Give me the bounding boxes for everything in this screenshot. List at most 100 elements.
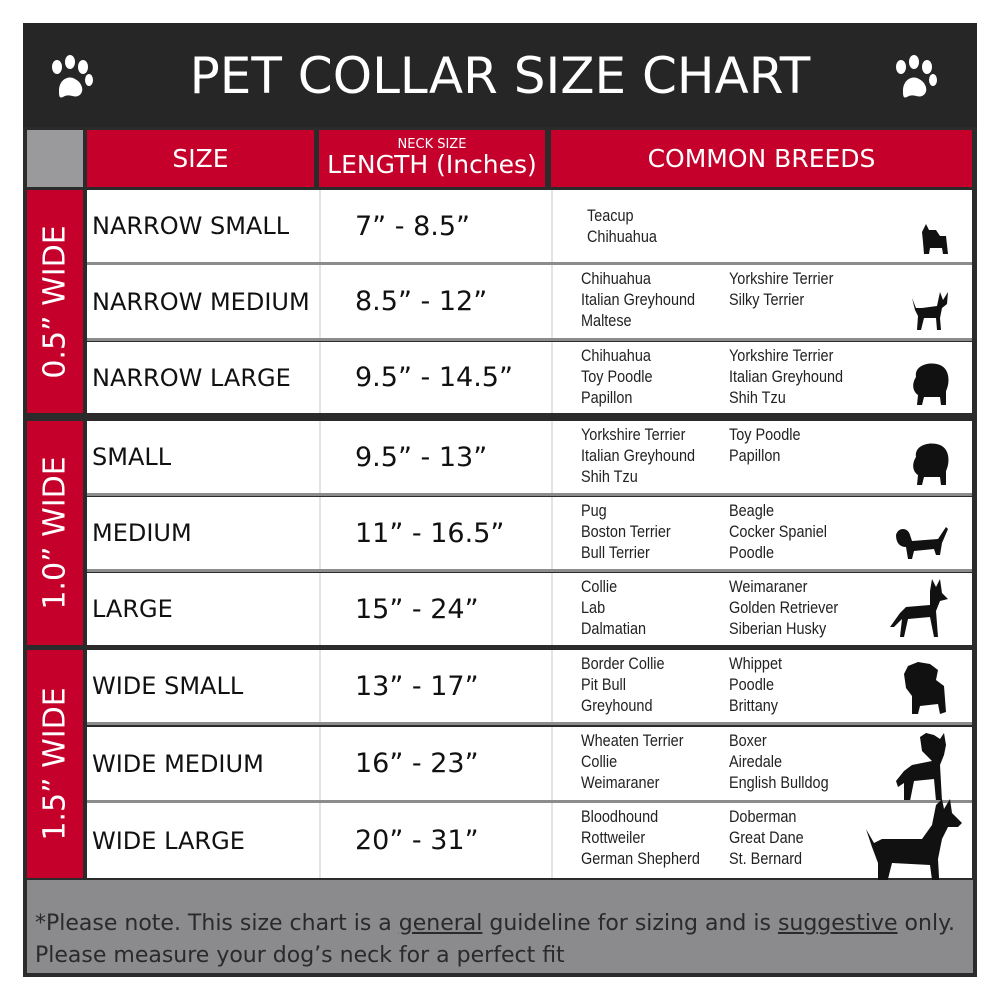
footer-emphasis-suggestive: suggestive <box>777 911 898 936</box>
breeds-column-1: Bloodhound Rottweiler German Shepherd <box>581 806 700 869</box>
breed-name: Golden Retriever <box>729 598 839 617</box>
neck-length: 9.5” - 13” <box>319 421 545 493</box>
breed-name: Airedale <box>729 752 783 771</box>
footer-emphasis-general: general <box>398 911 483 936</box>
breed-name: Siberian Husky <box>729 619 827 638</box>
size-label: MEDIUM <box>92 519 192 547</box>
breed-name: Shih Tzu <box>729 388 786 407</box>
breeds-column-1: Wheaten Terrier Collie Weimaraner <box>581 730 684 793</box>
header-length-label: LENGTH (Inches) <box>327 150 537 179</box>
table-row: LARGE 15” - 24” Collie Lab Dalmatian Weima… <box>87 573 972 645</box>
neck-length: 9.5” - 14.5” <box>319 342 545 413</box>
breed-name: Poodle <box>729 543 774 562</box>
breeds-cell: Collie Lab Dalmatian Weimaraner Golden Retr… <box>551 573 972 645</box>
row-divider <box>87 800 972 803</box>
breed-name: Pug <box>581 501 607 520</box>
breed-name: Toy Poodle <box>581 367 653 386</box>
header-corner <box>27 130 83 187</box>
breed-name: Italian Greyhound <box>729 367 844 386</box>
breed-name: Brittany <box>729 696 778 715</box>
neck-length: 7” - 8.5” <box>319 190 545 262</box>
breeds-column-2: Yorkshire Terrier Italian Greyhound Shih T… <box>729 345 843 408</box>
size-label: WIDE LARGE <box>92 826 245 855</box>
neck-length: 13” - 17” <box>319 650 545 722</box>
breeds-column-1: Border Collie Pit Bull Greyhound <box>581 653 665 716</box>
size-label: NARROW LARGE <box>92 363 291 392</box>
breed-name: Greyhound <box>581 696 653 715</box>
breed-name: Bull Terrier <box>581 543 650 562</box>
footer-line-1: *Please note. This size chart is a gener… <box>35 908 973 940</box>
breed-name: Silky Terrier <box>729 290 805 309</box>
breed-name: St. Bernard <box>729 849 803 868</box>
size-label: NARROW MEDIUM <box>92 287 310 316</box>
table-row: WIDE SMALL 13” - 17” Border Collie Pit Bu… <box>87 650 972 722</box>
row-divider <box>87 338 972 341</box>
breed-name: Boxer <box>729 731 767 750</box>
breeds-column-2: Beagle Cocker Spaniel Poodle <box>729 500 827 563</box>
pomeranian-silhouette-icon <box>913 443 949 485</box>
table-row: NARROW LARGE 9.5” - 14.5” Chihuahua Toy P… <box>87 342 972 413</box>
breed-name: Italian Greyhound <box>581 446 696 465</box>
neck-length: 11” - 16.5” <box>319 497 545 569</box>
breeds-column-2: Weimaraner Golden Retriever Siberian Husky <box>729 576 838 639</box>
pitbull-silhouette-icon <box>896 733 946 801</box>
breed-name: Cocker Spaniel <box>729 522 827 541</box>
breed-name: Great Dane <box>729 828 804 847</box>
breed-name: Collie <box>581 577 618 596</box>
breeds-cell: Yorkshire Terrier Italian Greyhound Shih T… <box>551 421 972 493</box>
footer-line-2: Please measure your dog’s neck for a per… <box>35 943 565 968</box>
breeds-column-2: Doberman Great Dane St. Bernard <box>729 806 804 869</box>
group-label-narrow: 0.5” WIDE <box>27 190 83 413</box>
group-label-medium: 1.0” WIDE <box>27 421 83 645</box>
table-row: WIDE MEDIUM 16” - 23” Wheaten Terrier Col… <box>87 727 972 801</box>
row-divider <box>87 493 972 496</box>
breed-name: Whippet <box>729 654 783 673</box>
breed-name: Rottweiler <box>581 828 646 847</box>
bulldog-silhouette-icon <box>904 662 946 714</box>
breeds-cell: Pug Boston Terrier Bull Terrier Beagle Cock… <box>551 497 972 569</box>
footer-text: guideline for sizing and is <box>482 911 778 936</box>
breeds-column-2: Boxer Airedale English Bulldog <box>729 730 829 793</box>
yorkie-silhouette-icon <box>922 224 948 254</box>
header-size-label: SIZE <box>172 143 229 173</box>
group-label-text: 1.0” WIDE <box>37 456 73 610</box>
footer-text: only. <box>897 911 955 936</box>
table-row: SMALL 9.5” - 13” Yorkshire Terrier Italia… <box>87 421 972 493</box>
group-label-text: 1.5” WIDE <box>37 687 73 841</box>
breed-name: Boston Terrier <box>581 522 671 541</box>
size-label: NARROW SMALL <box>92 212 290 240</box>
shepherd-silhouette-icon <box>890 579 948 637</box>
breed-name: Pit Bull <box>581 675 626 694</box>
doberman-silhouette-icon <box>866 799 962 895</box>
page-title: PET COLLAR SIZE CHART <box>189 47 811 105</box>
breed-name: Poodle <box>729 675 774 694</box>
breed-name: Yorkshire Terrier <box>729 269 834 288</box>
breeds-cell: Bloodhound Rottweiler German Shepherd Dobe… <box>551 799 972 895</box>
breed-name: Collie <box>581 752 618 771</box>
breed-name: Teacup <box>587 206 634 225</box>
breeds-cell: Wheaten Terrier Collie Weimaraner Boxer Air… <box>551 727 972 801</box>
breeds-column-1: Yorkshire Terrier Italian Greyhound Shih T… <box>581 424 695 487</box>
breeds-column-1: Chihuahua Toy Poodle Papillon <box>581 345 653 408</box>
breeds-column-2: Whippet Poodle Brittany <box>729 653 782 716</box>
breed-name: Shih Tzu <box>581 467 638 486</box>
neck-length: 16” - 23” <box>319 727 545 800</box>
breed-name: Beagle <box>729 501 774 520</box>
breed-name: Dalmatian <box>581 619 647 638</box>
breeds-column-2: Yorkshire Terrier Silky Terrier <box>729 268 833 310</box>
footer-note: *Please note. This size chart is a gener… <box>27 880 973 973</box>
breed-name: Doberman <box>729 807 797 826</box>
breeds-column-1: Collie Lab Dalmatian <box>581 576 646 639</box>
paw-icon <box>896 55 937 98</box>
header-size: SIZE <box>87 130 314 187</box>
breeds-column-1: Pug Boston Terrier Bull Terrier <box>581 500 671 563</box>
size-label: WIDE SMALL <box>92 672 244 700</box>
row-divider <box>87 722 972 725</box>
neck-length: 20” - 31” <box>319 803 545 878</box>
breed-name: English Bulldog <box>729 773 829 792</box>
breed-name: Chihuahua <box>581 346 651 365</box>
breed-name: Papillon <box>729 446 781 465</box>
breed-name: Toy Poodle <box>729 425 801 444</box>
footer-text: *Please note. This size chart is a <box>35 911 399 936</box>
size-label: LARGE <box>92 595 173 623</box>
